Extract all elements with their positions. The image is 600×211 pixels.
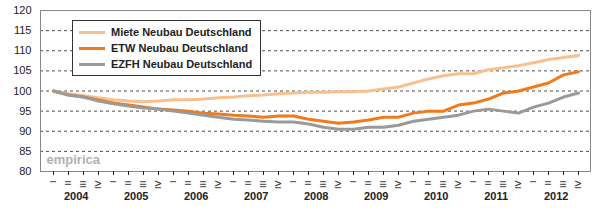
svg-text:IV: IV bbox=[93, 181, 103, 190]
svg-text:I: I bbox=[528, 181, 538, 184]
svg-text:III: III bbox=[498, 181, 508, 189]
svg-text:II: II bbox=[303, 181, 313, 186]
svg-text:2004: 2004 bbox=[64, 190, 89, 202]
svg-text:2012: 2012 bbox=[544, 190, 568, 202]
svg-text:I: I bbox=[228, 181, 238, 184]
svg-text:I: I bbox=[48, 181, 58, 184]
svg-text:115: 115 bbox=[14, 24, 32, 36]
svg-text:100: 100 bbox=[13, 85, 31, 97]
svg-text:II: II bbox=[363, 181, 373, 186]
svg-text:II: II bbox=[63, 181, 73, 186]
svg-text:2006: 2006 bbox=[184, 190, 208, 202]
svg-text:IV: IV bbox=[393, 181, 403, 190]
svg-text:III: III bbox=[138, 181, 148, 189]
svg-text:I: I bbox=[348, 181, 358, 184]
svg-text:IV: IV bbox=[333, 181, 343, 190]
svg-text:II: II bbox=[543, 181, 553, 186]
svg-text:III: III bbox=[438, 181, 448, 189]
svg-text:110: 110 bbox=[14, 44, 32, 56]
svg-text:III: III bbox=[558, 181, 568, 189]
svg-text:I: I bbox=[108, 181, 118, 184]
svg-text:IV: IV bbox=[513, 181, 523, 190]
svg-text:2008: 2008 bbox=[304, 190, 328, 202]
svg-text:IV: IV bbox=[573, 181, 583, 190]
svg-text:I: I bbox=[168, 181, 178, 184]
svg-text:III: III bbox=[78, 181, 88, 189]
svg-text:IV: IV bbox=[453, 181, 463, 190]
html-text:EZFH Neubau Deutschland: EZFH Neubau Deutschland bbox=[111, 58, 253, 70]
svg-text:2011: 2011 bbox=[484, 190, 508, 202]
svg-text:II: II bbox=[483, 181, 493, 186]
svg-text:2005: 2005 bbox=[124, 190, 148, 202]
svg-text:95: 95 bbox=[19, 105, 31, 117]
svg-text:80: 80 bbox=[19, 165, 31, 177]
svg-text:2009: 2009 bbox=[364, 190, 388, 202]
svg-text:2010: 2010 bbox=[424, 190, 448, 202]
svg-text:90: 90 bbox=[19, 125, 31, 137]
svg-text:IV: IV bbox=[273, 181, 283, 190]
svg-text:III: III bbox=[378, 181, 388, 189]
svg-text:120: 120 bbox=[13, 4, 31, 16]
svg-text:III: III bbox=[258, 181, 268, 189]
svg-text:II: II bbox=[183, 181, 193, 186]
svg-text:II: II bbox=[423, 181, 433, 186]
svg-text:III: III bbox=[318, 181, 328, 189]
svg-text:empirica: empirica bbox=[47, 152, 101, 167]
svg-text:IV: IV bbox=[153, 181, 163, 190]
svg-text:I: I bbox=[408, 181, 418, 184]
svg-text:2007: 2007 bbox=[244, 190, 268, 202]
svg-text:II: II bbox=[123, 181, 133, 186]
svg-text:105: 105 bbox=[13, 64, 31, 76]
svg-text:85: 85 bbox=[19, 145, 31, 157]
svg-text:III: III bbox=[198, 181, 208, 189]
svg-text:II: II bbox=[243, 181, 253, 186]
html-text:ETW Neubau Deutschland: ETW Neubau Deutschland bbox=[111, 42, 248, 54]
svg-text:I: I bbox=[468, 181, 478, 184]
svg-text:IV: IV bbox=[213, 181, 223, 190]
svg-text:I: I bbox=[288, 181, 298, 184]
html-text:Miete Neubau Deutschland: Miete Neubau Deutschland bbox=[111, 26, 252, 38]
